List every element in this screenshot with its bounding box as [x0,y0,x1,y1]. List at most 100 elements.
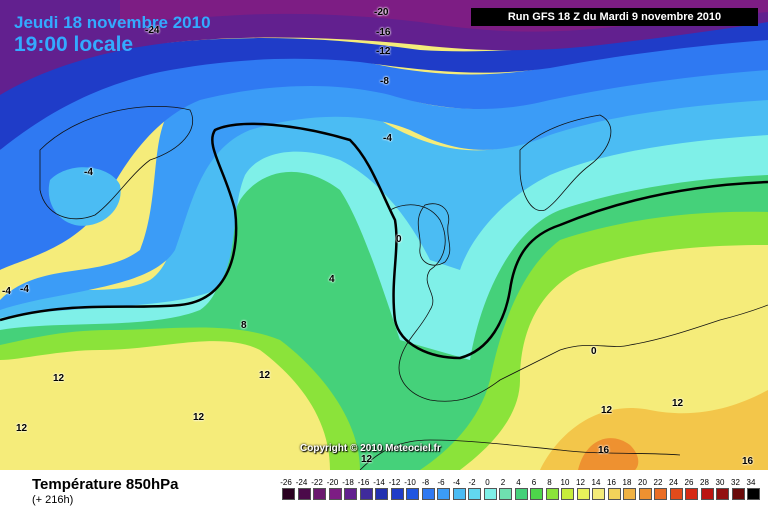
zero-isotherm [0,122,768,360]
scale-tick-label: 14 [591,478,601,487]
contour-label: -4 [383,133,392,144]
contour-label: -4 [2,286,11,297]
scale-swatch [437,488,450,500]
scale-tick-label: 30 [715,478,725,487]
scale-swatch [344,488,357,500]
band-navy [0,18,768,150]
scale-swatch [406,488,419,500]
scale-tick-label: 6 [531,478,537,487]
scale-swatch [499,488,512,500]
scale-tick-label: 28 [700,478,709,487]
scale-tick-label: 34 [746,478,756,487]
temperature-850hpa-map [0,0,768,470]
contour-label: -12 [376,46,391,57]
scale-swatch [313,488,326,500]
scale-tick-label: -12 [388,478,401,487]
scale-tick-label: -2 [468,478,476,487]
scale-swatch [282,488,295,500]
scale-swatch [468,488,481,500]
contour-label: -4 [20,284,29,295]
scale-swatch [731,488,745,500]
contour-label: -16 [376,27,391,38]
contour-label: -8 [380,76,389,87]
contour-label: 12 [193,412,205,423]
scale-tick-label: -6 [437,478,445,487]
model-run-label: Run GFS 18 Z du Mardi 9 novembre 2010 [471,8,758,26]
scale-swatch [297,488,311,500]
scale-swatch [359,488,373,500]
contour-label: 0 [396,234,402,245]
band-deep-blue [0,35,768,270]
scale-swatch [390,488,404,500]
scale-swatch [700,488,714,500]
scale-tick-label: -10 [404,478,416,487]
scale-tick-label: 10 [560,478,570,487]
contour-label: 12 [601,405,613,416]
scale-tick-label: 20 [638,478,647,487]
contour-label: 12 [259,370,271,381]
scale-tick-label: -18 [342,478,354,487]
scale-tick-label: 16 [607,478,616,487]
lead-time: (+ 216h) [32,494,74,506]
contour-label: -20 [374,7,389,18]
band-green-dark [0,141,768,470]
scale-swatch [514,488,528,500]
contour-label: -24 [145,25,160,36]
coastline-uk [417,203,451,266]
scale-tick-label: -26 [280,478,292,487]
scale-tick-label: 2 [500,478,506,487]
scale-swatch [669,488,683,500]
contour-label: 16 [742,456,754,467]
scale-swatch [421,488,435,500]
scale-tick-label: 18 [622,478,632,487]
scale-swatch [654,488,667,500]
scale-tick-label: 8 [547,478,552,487]
contour-label: 16 [598,445,610,456]
band-cyan [0,118,768,360]
contour-label: 4 [329,274,335,285]
scale-tick-label: -24 [295,478,308,487]
forecast-time: 19:00 locale [14,33,134,56]
scale-tick-label: 0 [485,478,490,487]
scale-swatch [607,488,621,500]
scale-swatch [483,488,497,500]
copyright-text: Copyright © 2010 Meteociel.fr [300,443,441,454]
forecast-date: Jeudi 18 novembre 2010 [14,13,211,32]
scale-swatch [545,488,559,500]
variable-title: Température 850hPa [32,476,179,493]
contour-label: 0 [591,346,597,357]
scale-tick-label: -14 [373,478,385,487]
scale-swatch [530,488,543,500]
scale-swatch [375,488,388,500]
contour-label: 12 [16,423,28,434]
scale-swatch [452,488,466,500]
coastline-scandinavia [519,114,612,211]
scale-tick-label: -16 [357,478,370,487]
scale-tick-label: 32 [731,478,740,487]
contour-label: 12 [672,398,684,409]
scale-tick-label: 12 [576,478,585,487]
contour-label: -4 [84,167,93,178]
contour-label: 12 [361,454,373,465]
coastline-europe [389,204,768,402]
scale-tick-label: 24 [669,478,678,487]
scale-swatch [592,488,605,500]
scale-swatch [638,488,652,500]
scale-tick-label: -20 [326,478,339,487]
band-dark-orange [578,438,639,470]
scale-tick-label: 26 [684,478,694,487]
band-greenland-cyan [48,167,121,226]
scale-swatch [685,488,698,500]
scale-tick-label: 22 [653,478,663,487]
scale-swatch [561,488,574,500]
scale-tick-label: -4 [452,478,461,487]
scale-tick-label: -22 [311,478,323,487]
scale-swatch [716,488,729,500]
scale-tick-label: -8 [421,478,430,487]
coastline-greenland [39,105,193,220]
contour-label: 8 [241,320,247,331]
scale-swatch [623,488,636,500]
scale-swatch [747,488,760,500]
scale-swatch [328,488,342,500]
